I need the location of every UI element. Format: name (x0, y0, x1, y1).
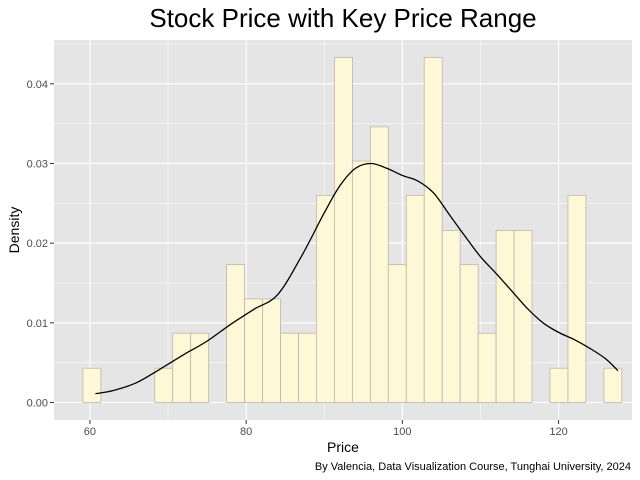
x-tick-label: 100 (393, 426, 411, 438)
histogram-bar (495, 229, 515, 403)
histogram-bar (405, 194, 425, 403)
histogram-bar (477, 332, 497, 403)
histogram-bar (387, 264, 407, 403)
x-tick-label: 80 (240, 426, 252, 438)
y-tick-label: 0.01 (27, 318, 48, 330)
y-tick-label: 0.04 (27, 79, 48, 91)
histogram-bar (334, 57, 353, 403)
histogram-bar (154, 367, 174, 403)
histogram-bar (459, 264, 479, 403)
x-tick-label: 60 (84, 426, 96, 438)
y-tick-label: 0.03 (27, 158, 48, 170)
chart-caption: By Valencia, Data Visualization Course, … (315, 461, 631, 473)
histogram-bars (82, 57, 623, 403)
histogram-bar (82, 367, 102, 403)
histogram-bar (441, 229, 461, 403)
y-tick-label: 0.02 (27, 238, 48, 250)
chart-title: Stock Price with Key Price Range (149, 3, 536, 33)
histogram-bar (280, 332, 299, 403)
axes: 60 80 100 120 0.00 0.01 0.02 0.03 0.04 (27, 79, 568, 438)
histogram-bar (172, 332, 192, 403)
histogram-bar (190, 332, 210, 403)
x-tick-label: 120 (549, 426, 567, 438)
y-axis-title: Density (6, 207, 22, 254)
histogram-bar (423, 57, 443, 403)
histogram-bar (226, 264, 245, 403)
density-curve (95, 162, 619, 395)
histogram-bar (351, 160, 371, 403)
histogram-bar (316, 194, 335, 403)
histogram-bar (603, 367, 623, 403)
x-axis-title: Price (327, 439, 359, 455)
histogram-bar (262, 298, 281, 403)
histogram-bar (298, 332, 317, 403)
histogram-bar (549, 367, 569, 403)
histogram-bar (567, 194, 587, 403)
histogram-bar (513, 229, 533, 403)
y-tick-label: 0.00 (27, 397, 48, 409)
histogram-bar (244, 298, 263, 403)
